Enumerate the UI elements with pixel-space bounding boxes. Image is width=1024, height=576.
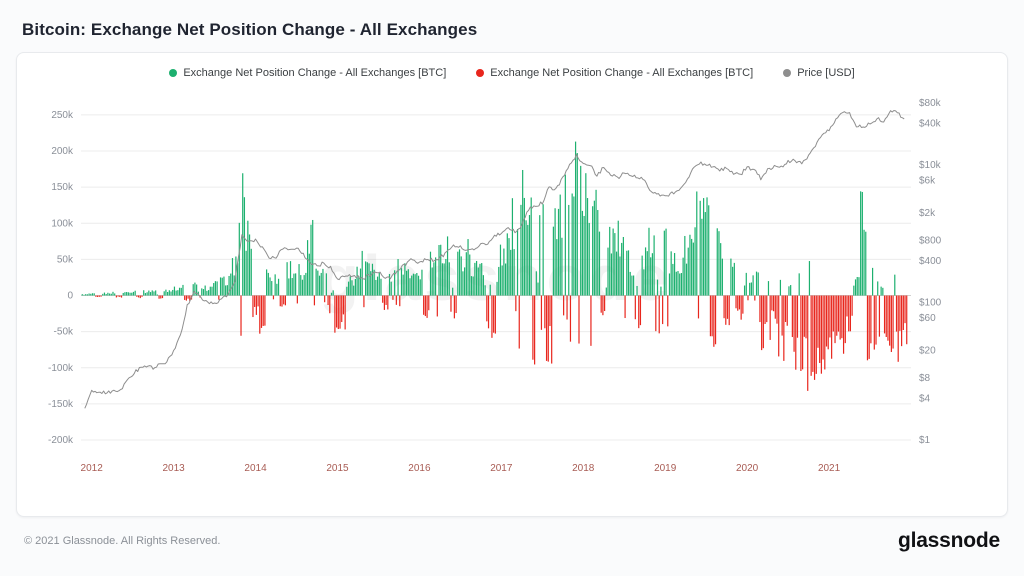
right-axis-tick-label: $6k xyxy=(919,175,936,186)
x-axis-tick-label: 2015 xyxy=(326,463,349,474)
right-axis-tick-label: $80k xyxy=(919,98,942,109)
x-axis-tick-label: 2012 xyxy=(81,463,104,474)
legend-item[interactable]: Exchange Net Position Change - All Excha… xyxy=(476,67,753,79)
chart-legend: Exchange Net Position Change - All Excha… xyxy=(25,63,999,83)
right-axis-tick-label: $2k xyxy=(919,208,936,219)
glassnode-logo: glassnode xyxy=(897,529,1000,552)
legend-label: Exchange Net Position Change - All Excha… xyxy=(183,67,447,79)
grid-layer xyxy=(81,114,911,441)
price-line xyxy=(84,110,905,409)
x-axis-tick-label: 2018 xyxy=(572,463,595,474)
left-axis-tick-label: 250k xyxy=(51,110,74,121)
page-title: Bitcoin: Exchange Net Position Change - … xyxy=(22,20,478,39)
left-axis-tick-label: -100k xyxy=(48,363,74,374)
legend-item[interactable]: Exchange Net Position Change - All Excha… xyxy=(169,67,446,79)
left-axis-tick-label: 200k xyxy=(51,146,74,157)
left-axis-tick-label: 0 xyxy=(67,291,73,302)
right-axis-tick-label: $60 xyxy=(919,313,936,324)
axis-labels: 250k 200k 150k 100k 50k 0 -50k -100k -150k -200k $… xyxy=(48,98,942,474)
legend-label: Price [USD] xyxy=(797,67,855,79)
x-axis-tick-label: 2014 xyxy=(244,463,267,474)
right-axis-tick-label: $800 xyxy=(919,235,942,246)
x-axis-tick-label: 2020 xyxy=(736,463,759,474)
netflow-bars-layer xyxy=(81,141,908,391)
x-axis-tick-label: 2013 xyxy=(162,463,185,474)
page: Bitcoin: Exchange Net Position Change - … xyxy=(16,20,1008,553)
right-axis-tick-label: $8 xyxy=(919,373,931,384)
legend-dot-icon xyxy=(476,69,485,77)
left-axis-tick-label: -200k xyxy=(48,435,74,446)
footer: © 2021 Glassnode. All Rights Reserved. g… xyxy=(16,517,1008,553)
right-axis-tick-label: $4 xyxy=(919,394,931,405)
left-axis-tick-label: -50k xyxy=(54,327,74,338)
chart[interactable]: glassnode250k200k150k100k50k0-50k-100k-1… xyxy=(25,85,999,509)
right-axis-tick-label: $20 xyxy=(919,346,936,357)
copyright-text: © 2021 Glassnode. All Rights Reserved. xyxy=(24,535,221,547)
x-axis-tick-label: 2017 xyxy=(490,463,513,474)
legend-item[interactable]: Price [USD] xyxy=(783,67,855,79)
x-axis-tick-label: 2016 xyxy=(408,463,431,474)
right-axis-tick-label: $1 xyxy=(919,435,931,446)
right-axis-tick-label: $10k xyxy=(919,160,942,171)
legend-dot-icon xyxy=(169,69,178,77)
legend-dot-icon xyxy=(783,69,792,77)
legend-label: Exchange Net Position Change - All Excha… xyxy=(490,67,754,79)
right-axis-tick-label: $100 xyxy=(919,298,942,309)
right-axis-tick-label: $40k xyxy=(919,119,942,130)
x-axis-tick-label: 2019 xyxy=(654,463,677,474)
left-axis-tick-label: 150k xyxy=(51,182,74,193)
x-axis-tick-label: 2021 xyxy=(818,463,841,474)
left-axis-tick-label: -150k xyxy=(48,399,74,410)
left-axis-tick-label: 50k xyxy=(57,254,74,265)
chart-panel: Exchange Net Position Change - All Excha… xyxy=(16,52,1008,517)
left-axis-tick-label: 100k xyxy=(51,218,74,229)
right-axis-tick-label: $400 xyxy=(919,256,942,267)
